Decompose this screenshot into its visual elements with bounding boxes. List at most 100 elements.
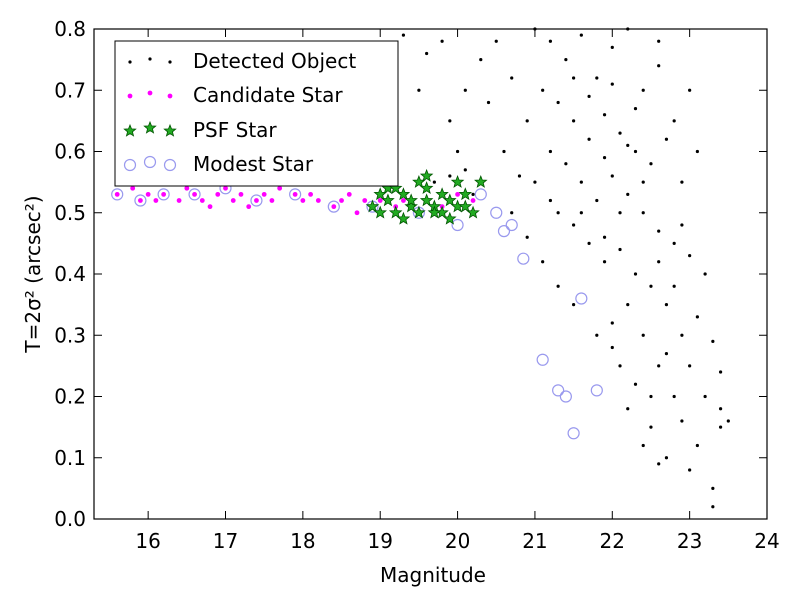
data-point xyxy=(610,82,614,86)
data-point xyxy=(657,39,661,43)
y-tick-label: 0.7 xyxy=(54,78,86,102)
data-point xyxy=(641,443,645,448)
data-point xyxy=(299,196,307,205)
data-point xyxy=(718,370,723,374)
data-point xyxy=(548,149,553,154)
legend-marker xyxy=(143,120,157,134)
legend-label-detected-object: Detected Object xyxy=(193,49,356,73)
data-point xyxy=(306,190,315,198)
legend-label-candidate-star: Candidate Star xyxy=(193,83,343,107)
data-point xyxy=(214,190,222,198)
data-point xyxy=(388,205,403,219)
data-point xyxy=(579,33,583,37)
y-tick-label: 0.5 xyxy=(54,201,86,225)
data-point xyxy=(474,188,487,201)
legend-marker-modest-star xyxy=(123,155,177,172)
data-point xyxy=(427,205,442,219)
axis-ticks xyxy=(94,28,768,520)
legend-marker xyxy=(146,89,154,97)
data-point xyxy=(525,119,529,123)
data-point xyxy=(575,292,588,305)
data-point xyxy=(657,64,661,68)
data-point xyxy=(175,196,183,205)
data-point xyxy=(502,149,506,154)
data-point xyxy=(572,223,576,227)
data-point xyxy=(486,100,491,105)
legend-label-modest-star: Modest Star xyxy=(193,152,314,176)
legend-marker xyxy=(123,123,137,137)
x-tick-label: 20 xyxy=(445,529,470,553)
data-point xyxy=(564,58,568,62)
data-point xyxy=(353,209,361,217)
data-point xyxy=(435,187,449,201)
data-point xyxy=(190,190,199,198)
data-point xyxy=(680,180,684,184)
data-point xyxy=(365,199,380,213)
x-tick-label: 23 xyxy=(677,529,702,553)
data-point xyxy=(559,390,572,403)
data-point xyxy=(399,196,408,205)
data-point xyxy=(474,175,488,188)
data-point xyxy=(510,211,514,215)
y-tick-label: 0.2 xyxy=(54,385,86,409)
data-point xyxy=(633,382,638,386)
y-tick-label: 0.1 xyxy=(54,446,86,470)
data-point xyxy=(144,190,152,198)
data-point xyxy=(541,88,545,92)
data-point xyxy=(556,211,560,215)
data-point xyxy=(579,180,583,184)
data-point xyxy=(548,198,553,203)
x-tick-label: 17 xyxy=(213,529,238,553)
legend-marker xyxy=(163,158,177,172)
legend-marker xyxy=(126,92,134,100)
data-point xyxy=(587,137,591,141)
data-point xyxy=(404,193,418,207)
data-point xyxy=(572,303,576,307)
data-point xyxy=(417,88,421,92)
data-point xyxy=(134,194,147,207)
data-point xyxy=(564,162,568,166)
data-point xyxy=(587,241,591,245)
data-point xyxy=(188,188,201,201)
series-detected-object xyxy=(401,27,730,509)
data-point xyxy=(111,188,124,201)
data-point xyxy=(458,187,473,201)
data-point xyxy=(680,419,684,423)
data-point xyxy=(556,284,560,288)
data-point xyxy=(419,193,434,207)
legend-marker xyxy=(123,158,137,172)
y-axis-title: T=2σ² (arcsec²) xyxy=(21,195,45,353)
data-point xyxy=(595,333,599,337)
data-point xyxy=(618,247,622,252)
y-tick-label: 0.6 xyxy=(54,140,86,164)
data-point xyxy=(448,119,452,123)
data-point xyxy=(688,88,692,92)
data-point xyxy=(556,100,560,105)
data-point xyxy=(396,211,411,225)
data-point xyxy=(649,284,653,288)
x-tick-label: 22 xyxy=(600,529,625,553)
data-point xyxy=(626,192,630,196)
data-point xyxy=(610,45,614,49)
data-point xyxy=(337,196,346,205)
data-point xyxy=(680,333,684,337)
data-point xyxy=(419,181,434,194)
data-point xyxy=(610,174,614,178)
data-point xyxy=(649,425,653,429)
legend-marker-psf-star xyxy=(123,120,177,137)
data-point xyxy=(314,196,322,205)
x-tick-label: 21 xyxy=(522,529,547,553)
data-point xyxy=(252,196,261,205)
y-tick-labels: 0.0 0.1 0.2 0.3 0.4 0.5 0.6 0.7 0.8 xyxy=(54,17,86,531)
data-point xyxy=(136,196,145,205)
data-point xyxy=(494,39,498,43)
legend-markers xyxy=(123,57,177,172)
data-point xyxy=(451,218,464,232)
data-point xyxy=(572,76,576,80)
data-point xyxy=(595,198,599,203)
x-tick-label: 19 xyxy=(367,529,392,553)
data-point xyxy=(649,394,653,399)
data-point xyxy=(536,353,549,366)
data-point xyxy=(376,196,384,205)
data-point xyxy=(443,211,457,225)
